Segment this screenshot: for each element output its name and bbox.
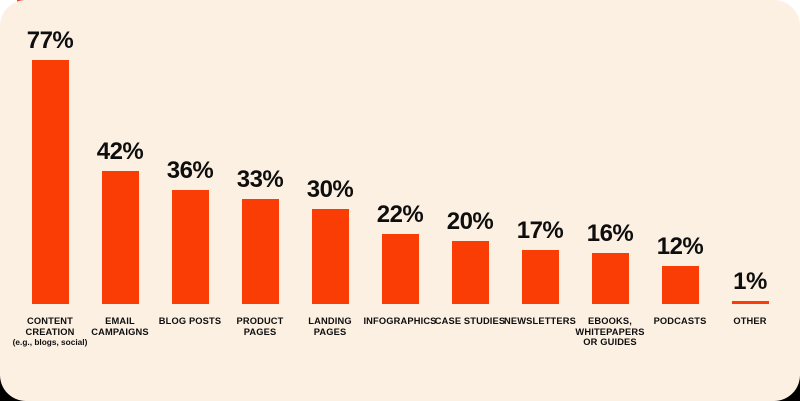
bar [521,250,559,304]
bar-value-label: 16% [586,220,634,247]
bar [451,241,489,304]
bar-category-label: CASE STUDIES [430,304,510,401]
bar-column: 17% NEWSLETTERS [504,0,576,401]
bar-category-label: PODCASTS [640,304,720,401]
bar-category-label: EBOOKS, WHITEPAPERS OR GUIDES [570,304,650,401]
bar-column: 77% CONTENT CREATION (e.g., blogs, socia… [13,0,88,401]
bar-column: 33% PRODUCT PAGES [225,0,295,401]
bar-category-label: BLOG POSTS [150,304,230,401]
bar-chart: 77% CONTENT CREATION (e.g., blogs, socia… [13,0,785,401]
category-name: NEWSLETTERS [504,316,576,326]
bar [661,266,699,304]
category-name: PODCASTS [653,316,707,326]
category-name: CASE STUDIES [434,316,506,326]
bar-value-label: 30% [306,176,354,203]
category-name: INFOGRAPHICS [363,316,437,326]
category-name: PRODUCT PAGES [236,316,284,337]
category-name: OTHER [733,316,767,326]
bar-column: 12% PODCASTS [645,0,715,401]
bar [381,234,419,304]
bar-value-label: 36% [166,157,214,184]
bar [311,209,349,304]
bar-column: 22% INFOGRAPHICS [363,0,436,401]
category-name: EBOOKS, WHITEPAPERS OR GUIDES [575,316,645,347]
bar-value-label: 42% [96,138,144,165]
bar-category-label: OTHER [710,304,790,401]
bar-category-label: INFOGRAPHICS [360,304,440,401]
bar-column: 42% EMAIL CAMPAIGNS [85,0,155,401]
bar-value-label: 17% [516,217,564,244]
bar [241,199,279,304]
bar-value-label: 1% [733,268,767,295]
bar [171,190,209,304]
bar [31,60,69,304]
bar-category-label: NEWSLETTERS [500,304,580,401]
bar-category-label: CONTENT CREATION (e.g., blogs, social) [10,304,90,401]
bar-column: 30% LANDING PAGES [295,0,365,401]
category-note: (e.g., blogs, social) [12,337,88,347]
category-name: EMAIL CAMPAIGNS [91,316,149,337]
bar-column: 36% BLOG POSTS [155,0,225,401]
bar [591,253,629,304]
bar-value-label: 12% [656,233,704,260]
bar-column: 1% OTHER [715,0,785,401]
bar-value-label: 20% [446,208,494,235]
category-name: BLOG POSTS [158,316,222,326]
category-name: CONTENT CREATION [25,316,75,337]
bar-value-label: 22% [376,201,424,228]
bar-value-label: 33% [236,166,284,193]
bar-category-label: LANDING PAGES [290,304,370,401]
bar-category-label: EMAIL CAMPAIGNS [80,304,160,401]
bar [731,301,769,304]
bar-value-label: 77% [26,27,74,54]
bar [101,171,139,304]
bar-column: 20% CASE STUDIES [435,0,505,401]
bar-column: 16% EBOOKS, WHITEPAPERS OR GUIDES [575,0,645,401]
bar-category-label: PRODUCT PAGES [220,304,300,401]
category-name: LANDING PAGES [308,316,352,337]
